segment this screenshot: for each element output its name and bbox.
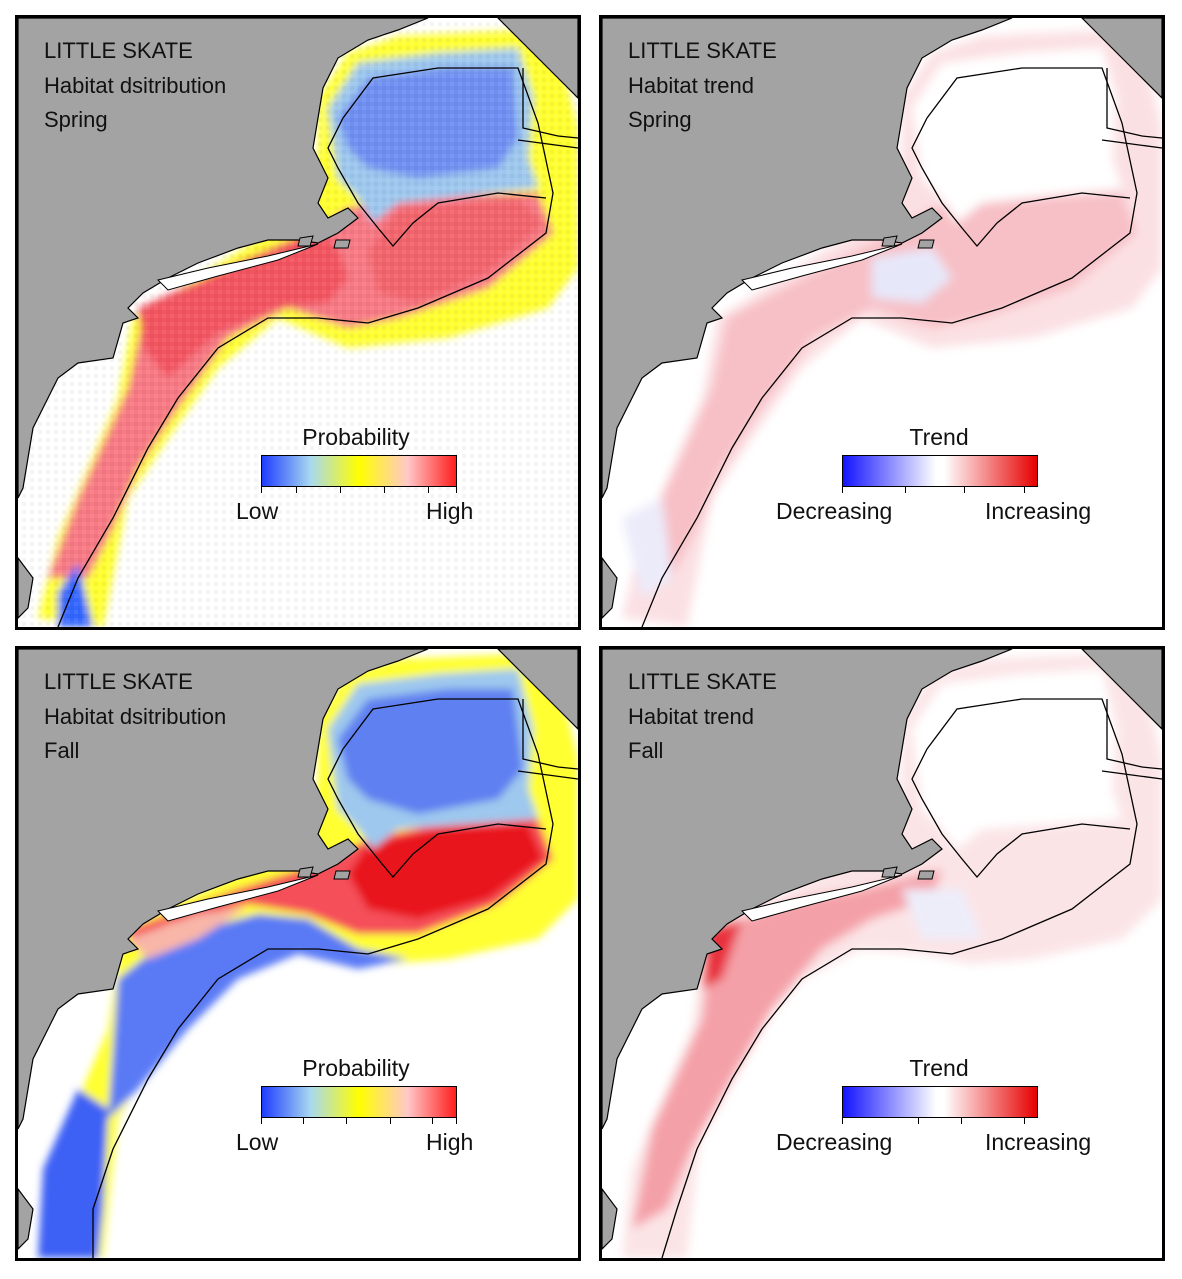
depth-contour <box>92 698 578 1258</box>
title-season: Spring <box>44 107 108 132</box>
title-season: Spring <box>628 107 692 132</box>
legend-tick <box>1024 487 1025 493</box>
land-mass <box>18 649 578 1250</box>
title-season: Fall <box>628 738 664 763</box>
title-layer: Habitat dsitribution <box>44 703 227 729</box>
legend-colorbar <box>261 455 457 487</box>
legend-tick <box>261 1118 262 1124</box>
legend-tick <box>428 487 429 493</box>
map-fall-distribution <box>18 649 578 1258</box>
map-fall-trend <box>602 649 1162 1258</box>
panel-title: LITTLE SKATE Habitat dsitribution Fall <box>44 665 226 769</box>
panel-title: LITTLE SKATE Habitat dsitribution Spring <box>44 34 226 138</box>
legend-tick <box>456 1118 457 1124</box>
legend-tick <box>432 1118 433 1124</box>
legend-high-label: High <box>426 1129 474 1155</box>
title-layer: Habitat dsitribution <box>44 72 227 98</box>
legend-tick <box>961 1118 962 1124</box>
title-layer: Habitat trend <box>628 72 754 98</box>
land-mass <box>602 18 1162 619</box>
legend-tick <box>964 487 965 493</box>
map-spring-trend <box>602 18 1162 627</box>
panel-title: LITTLE SKATE Habitat trend Spring <box>628 34 777 138</box>
title-layer: Habitat trend <box>628 703 754 729</box>
legend-colorbar <box>261 1086 457 1118</box>
legend-tick <box>390 1118 391 1124</box>
legend-colorbar <box>842 455 1038 487</box>
legend-title: Trend <box>909 424 969 450</box>
legend-title: Probability <box>302 424 410 450</box>
depth-contour <box>641 67 1162 627</box>
title-species: LITTLE SKATE <box>628 669 777 694</box>
title-season: Fall <box>44 738 80 763</box>
legend-high-label: Increasing <box>985 1129 1092 1155</box>
legend-probability: Probability Low High <box>236 1053 506 1163</box>
islands <box>157 235 351 291</box>
legend-tick <box>842 487 843 493</box>
panel-title: LITTLE SKATE Habitat trend Fall <box>628 665 777 769</box>
depth-contour <box>661 698 1162 1258</box>
legend-title: Trend <box>909 1055 969 1081</box>
legend-tick <box>261 487 262 493</box>
habitat-layer <box>38 654 578 1258</box>
panel-fall-trend: LITTLE SKATE Habitat trend Fall Trend De… <box>599 646 1165 1261</box>
title-species: LITTLE SKATE <box>628 38 777 63</box>
land-mass <box>18 18 578 619</box>
islands <box>741 866 935 922</box>
legend-tick <box>346 1118 347 1124</box>
panel-fall-distribution: LITTLE SKATE Habitat dsitribution Fall P… <box>15 646 581 1261</box>
legend-trend: Trend Decreasing Increasing <box>772 1053 1142 1163</box>
title-species: LITTLE SKATE <box>44 669 193 694</box>
islands <box>157 866 351 922</box>
depth-contour <box>57 67 578 627</box>
islands <box>741 235 935 291</box>
land-mass <box>602 649 1162 1250</box>
legend-tick <box>303 1118 304 1124</box>
legend-tick <box>384 487 385 493</box>
legend-colorbar <box>842 1086 1038 1118</box>
legend-tick <box>842 1118 843 1124</box>
legend-low-label: Decreasing <box>776 1129 893 1155</box>
legend-low-label: Low <box>236 498 279 524</box>
legend-high-label: High <box>426 498 474 524</box>
legend-probability: Probability Low High <box>236 422 506 532</box>
legend-high-label: Increasing <box>985 498 1092 524</box>
legend-title: Probability <box>302 1055 410 1081</box>
legend-tick <box>905 487 906 493</box>
legend-tick <box>340 487 341 493</box>
map-spring-distribution <box>18 18 578 627</box>
habitat-layer <box>622 654 1162 1258</box>
legend-tick <box>456 487 457 493</box>
habitat-layer <box>622 30 1162 627</box>
legend-tick <box>296 487 297 493</box>
legend-low-label: Decreasing <box>776 498 893 524</box>
title-species: LITTLE SKATE <box>44 38 193 63</box>
panel-spring-distribution: LITTLE SKATE Habitat dsitribution Spring… <box>15 15 581 630</box>
legend-trend: Trend Decreasing Increasing <box>772 422 1142 532</box>
panel-spring-trend: LITTLE SKATE Habitat trend Spring Trend … <box>599 15 1165 630</box>
legend-tick <box>918 1118 919 1124</box>
legend-low-label: Low <box>236 1129 279 1155</box>
legend-tick <box>1024 1118 1025 1124</box>
